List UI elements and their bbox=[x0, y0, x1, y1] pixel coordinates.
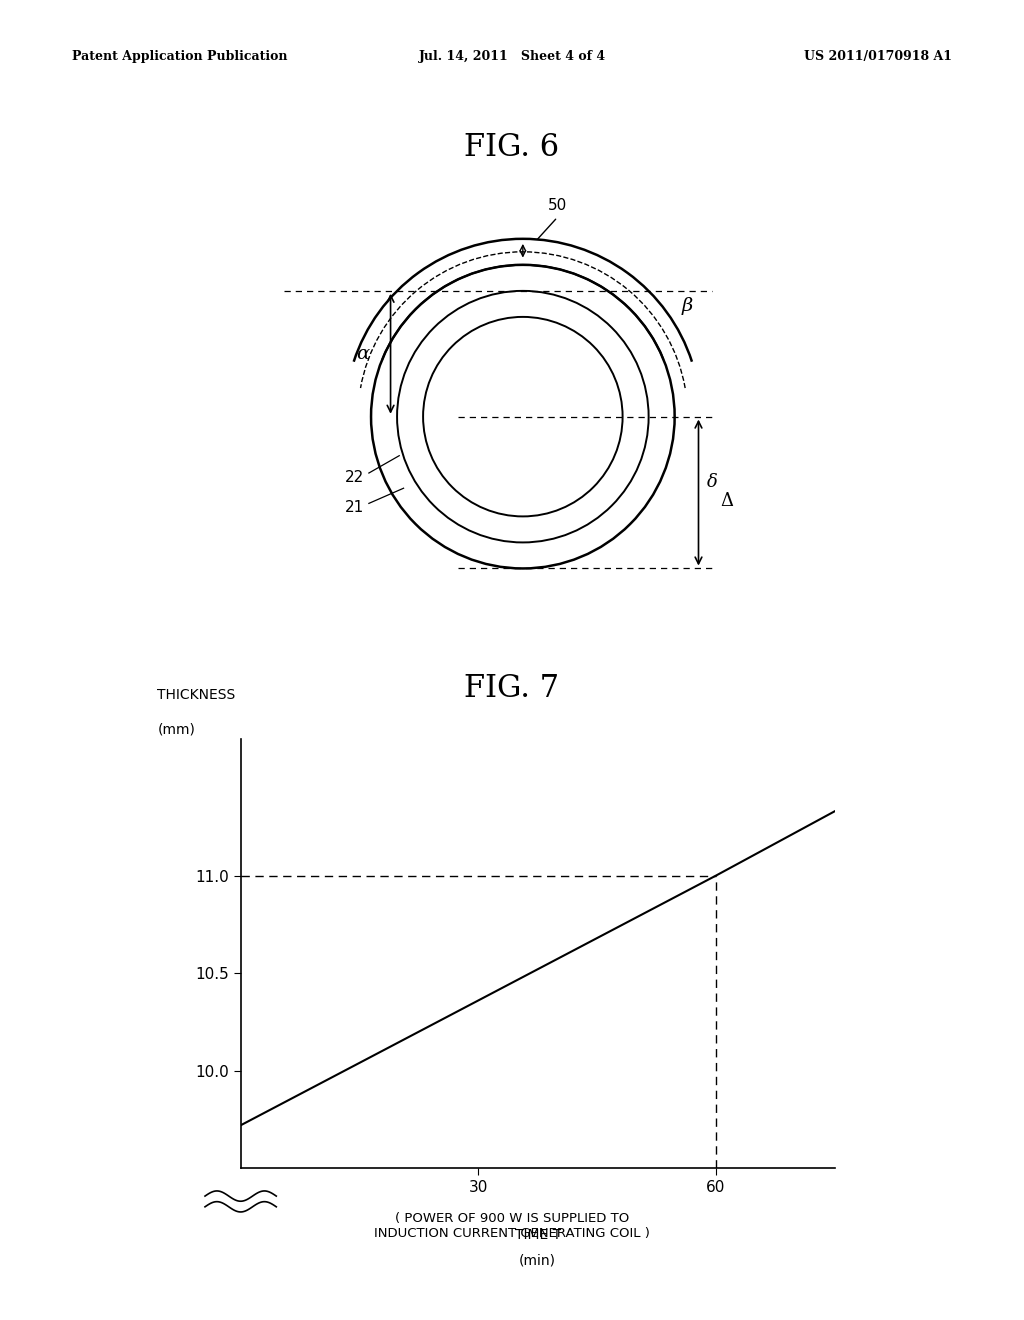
Text: THICKNESS: THICKNESS bbox=[158, 688, 236, 702]
Text: FIG. 7: FIG. 7 bbox=[465, 673, 559, 704]
Text: (min): (min) bbox=[519, 1254, 556, 1269]
Text: TIME T: TIME T bbox=[514, 1228, 561, 1242]
Text: α: α bbox=[355, 345, 369, 363]
Text: Patent Application Publication: Patent Application Publication bbox=[72, 50, 287, 63]
Text: Jul. 14, 2011   Sheet 4 of 4: Jul. 14, 2011 Sheet 4 of 4 bbox=[419, 50, 605, 63]
Text: 21: 21 bbox=[345, 500, 365, 515]
Text: US 2011/0170918 A1: US 2011/0170918 A1 bbox=[804, 50, 952, 63]
Text: ( POWER OF 900 W IS SUPPLIED TO
INDUCTION CURRENT GENERATING COIL ): ( POWER OF 900 W IS SUPPLIED TO INDUCTIO… bbox=[374, 1212, 650, 1239]
Text: FIG. 6: FIG. 6 bbox=[465, 132, 559, 162]
Text: 50: 50 bbox=[548, 198, 567, 213]
Text: 22: 22 bbox=[345, 470, 365, 484]
Text: (mm): (mm) bbox=[158, 722, 196, 737]
Text: Δ: Δ bbox=[720, 492, 733, 511]
Text: β: β bbox=[682, 297, 693, 315]
Text: δ: δ bbox=[708, 473, 718, 491]
